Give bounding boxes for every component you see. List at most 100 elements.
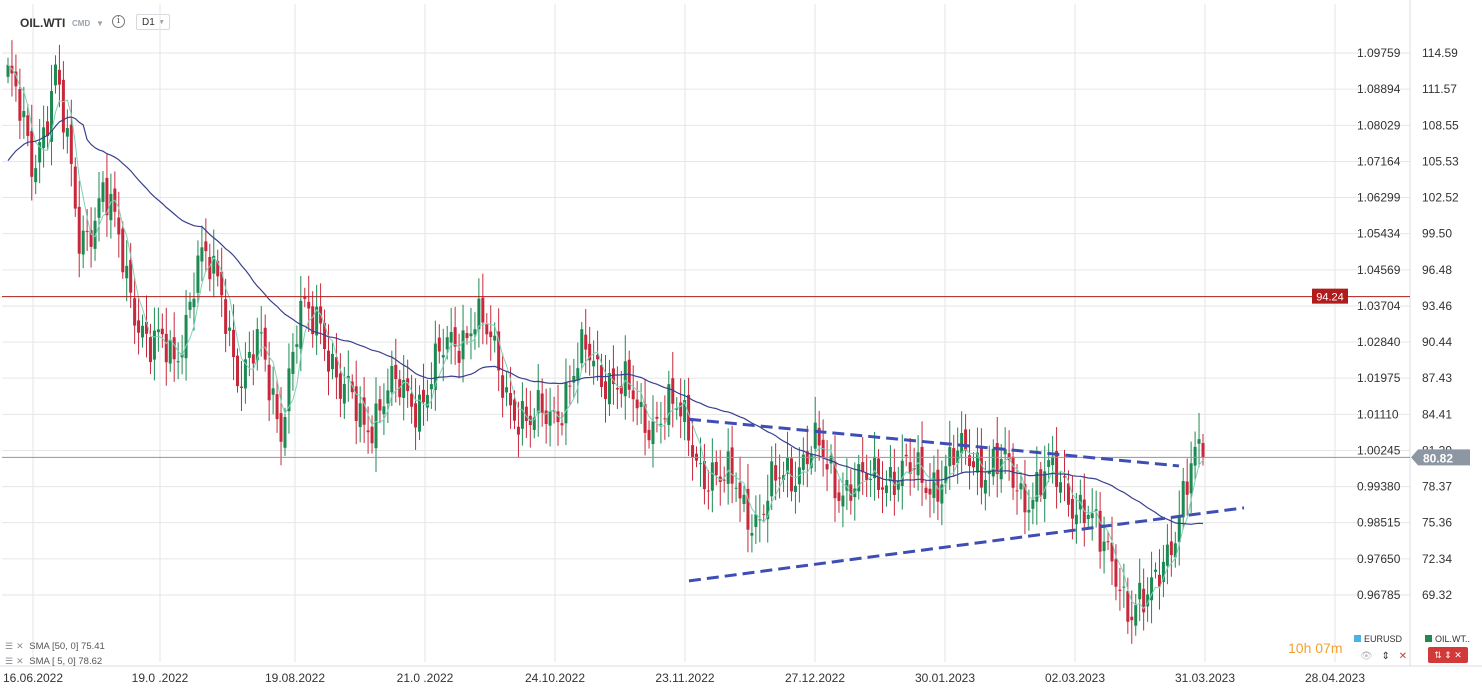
candle-body (97, 198, 101, 218)
candle-body (880, 487, 884, 490)
eurusd-axis-label: 0.97650 (1357, 552, 1401, 566)
candle-body (971, 461, 975, 468)
candle-body (125, 265, 129, 279)
legend-sma5: ☰ ✕ SMA [ 5, 0] 78.62 (5, 656, 102, 667)
candle-body (414, 403, 418, 428)
candle-body (1074, 514, 1078, 525)
candle-body (489, 331, 493, 338)
candle-body (940, 484, 944, 504)
legend-remove-icon[interactable]: ✕ (16, 656, 23, 666)
candle-body (873, 456, 877, 479)
candle-body (726, 451, 730, 484)
close-icon[interactable]: ✕ (1398, 651, 1408, 662)
candle-body (481, 297, 485, 323)
candle-body (1003, 449, 1007, 455)
candle-body (283, 417, 287, 448)
candle-body (251, 354, 255, 364)
candle-body (129, 259, 133, 293)
candle-body (433, 343, 437, 391)
overlay-controls: 👁 ⇕ ✕ (1360, 651, 1413, 662)
eye-icon[interactable]: 👁 (1360, 651, 1373, 662)
candle-body (730, 447, 734, 484)
candle-body (738, 482, 742, 499)
legend-sma5-label: SMA [ 5, 0] (29, 656, 76, 667)
candle-body (275, 394, 279, 420)
candle-body (1130, 616, 1134, 621)
candle-body (774, 465, 778, 481)
candle-body (1122, 586, 1126, 588)
candle-body (370, 426, 374, 444)
eurusd-axis-label: 1.02840 (1357, 335, 1401, 349)
candle-body (65, 128, 69, 137)
candle-body (421, 389, 425, 403)
chart-toolbar: OIL.WTI CMD ▼ i D1 ▼ (0, 0, 1410, 44)
candle-body (53, 64, 57, 86)
candle-body (825, 464, 829, 470)
eurusd-axis-label: 1.08894 (1357, 82, 1401, 96)
candle-body (307, 301, 311, 309)
candle-body (485, 324, 489, 335)
candle-body (330, 353, 334, 370)
price-axis-label: 108.55 (1422, 118, 1459, 132)
time-axis-label: 19.0 .2022 (132, 671, 189, 685)
legend-settings-icon[interactable]: ☰ (5, 641, 13, 651)
candle-body (817, 427, 821, 446)
candle-body (1023, 484, 1027, 513)
eurusd-axis-label: 1.06299 (1357, 191, 1401, 205)
time-axis-label: 23.11.2022 (655, 671, 714, 685)
eurusd-axis-label: 1.09759 (1357, 46, 1401, 60)
oilwti-controls-button[interactable]: ⇅ ⇕ ✕ (1428, 647, 1468, 663)
time-axis-label: 31.03.2023 (1175, 671, 1235, 685)
eurusd-axis-label: 1.05434 (1357, 227, 1401, 241)
sma50-line (7, 116, 1204, 525)
candle-body (516, 426, 520, 435)
price-axis-label: 72.34 (1422, 552, 1452, 566)
trendline-dashed (688, 506, 1245, 583)
candle-body (896, 480, 900, 490)
time-axis-label: 16.06.2022 (3, 671, 63, 685)
legend-settings-icon[interactable]: ☰ (5, 656, 13, 666)
candle-body (928, 488, 932, 495)
time-axis-label: 27.12.2022 (785, 671, 845, 685)
candle-body (196, 255, 200, 293)
candle-body (263, 327, 267, 360)
candle-body (572, 376, 576, 383)
candle-body (445, 337, 449, 350)
candle-body (410, 393, 414, 407)
candle-body (334, 357, 338, 378)
legend-remove-icon[interactable]: ✕ (16, 641, 23, 651)
candle-body (509, 392, 513, 406)
price-axis-label: 87.43 (1422, 371, 1452, 385)
time-axis-label: 30.01.2023 (915, 671, 975, 685)
symbol-dropdown-icon[interactable]: ▼ (96, 19, 104, 28)
candle-body (164, 333, 168, 363)
symbol-label[interactable]: OIL.WTI (20, 16, 66, 30)
candle-body (469, 333, 473, 337)
time-axis-label: 28.04.2023 (1305, 671, 1365, 685)
candle-body (837, 492, 841, 502)
candle-body (845, 480, 849, 491)
candle-body (991, 448, 995, 477)
candle-body (208, 256, 212, 280)
candle-body (34, 168, 38, 183)
candle-body (1055, 451, 1059, 487)
eurusd-axis-label: 0.98515 (1357, 516, 1401, 530)
candle-body (564, 382, 568, 424)
candle-body (1201, 443, 1205, 458)
candle-body (596, 354, 600, 360)
oilwti-legend[interactable]: OIL.WT.. (1425, 634, 1470, 644)
candle-body (133, 298, 137, 326)
candle-body (702, 460, 706, 490)
reorder-arrows-icon[interactable]: ⇕ (1381, 651, 1390, 662)
candle-body (61, 79, 65, 133)
timeframe-select[interactable]: D1 ▼ (136, 14, 170, 30)
candle-body (604, 381, 607, 399)
eurusd-axis-label: 1.03704 (1357, 299, 1401, 313)
info-icon[interactable]: i (112, 15, 125, 28)
candle-body (236, 355, 240, 387)
candle-body (18, 89, 22, 121)
eurusd-overlay-legend[interactable]: EURUSD (1354, 634, 1402, 644)
candle-body (1134, 605, 1138, 626)
candle-body (93, 220, 97, 249)
